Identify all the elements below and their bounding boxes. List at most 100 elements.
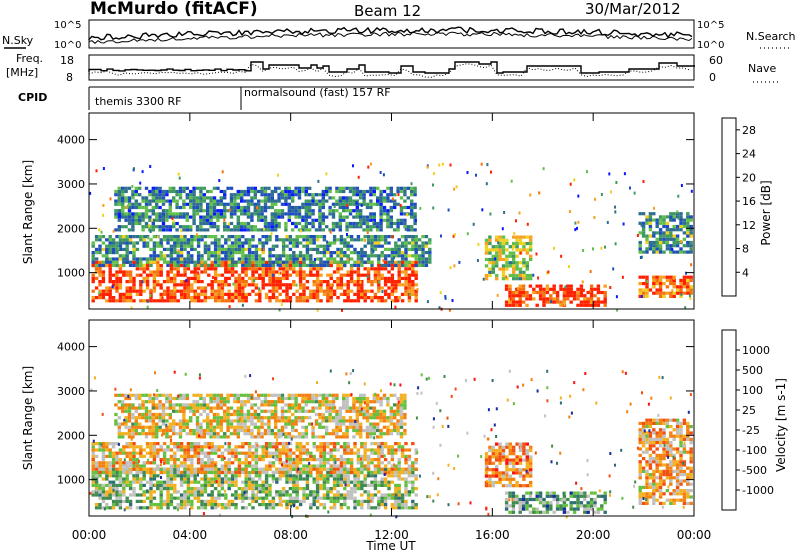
range-gate-cell	[387, 480, 391, 484]
range-gate-cell	[410, 193, 414, 197]
range-gate-cell	[251, 451, 255, 455]
range-gate-cell	[346, 493, 350, 497]
range-gate-cell	[397, 247, 401, 251]
scatter-cell	[564, 285, 567, 289]
range-gate-cell	[377, 467, 381, 471]
range-gate-cell	[292, 292, 296, 296]
range-gate-cell	[172, 425, 176, 429]
range-gate-cell	[268, 280, 272, 284]
range-gate-cell	[169, 235, 174, 239]
scatter-cell	[185, 279, 188, 283]
range-gate-cell	[203, 244, 208, 248]
range-gate-cell	[114, 393, 118, 397]
range-gate-cell	[111, 257, 116, 261]
range-gate-cell	[253, 228, 257, 232]
range-gate-cell	[148, 432, 152, 436]
range-gate-cell	[101, 451, 106, 455]
range-gate-cell	[318, 202, 322, 206]
range-gate-cell	[162, 483, 167, 487]
range-gate-cell	[484, 245, 489, 249]
range-gate-cell	[94, 487, 99, 491]
range-gate-cell	[105, 506, 109, 510]
range-gate-cell	[411, 273, 415, 277]
range-gate-cell	[230, 292, 235, 296]
scatter-cell	[397, 193, 400, 197]
range-gate-cell	[373, 292, 378, 296]
range-gate-cell	[638, 244, 642, 248]
range-gate-cell	[128, 442, 133, 446]
range-gate-cell	[111, 499, 116, 503]
range-gate-cell	[229, 221, 234, 226]
range-gate-cell	[166, 247, 170, 251]
range-gate-cell	[292, 251, 296, 255]
range-gate-cell	[195, 428, 200, 433]
range-gate-cell	[298, 267, 303, 271]
range-gate-cell	[525, 294, 529, 298]
range-gate-cell	[311, 225, 315, 229]
range-gate-cell	[689, 231, 693, 235]
range-gate-cell	[161, 218, 166, 222]
range-gate-cell	[149, 477, 153, 481]
range-gate-cell	[396, 221, 400, 226]
scatter-cell	[278, 272, 281, 276]
range-gate-cell	[237, 247, 242, 251]
range-gate-cell	[264, 267, 269, 271]
range-gate-cell	[111, 280, 116, 284]
range-gate-cell	[343, 442, 347, 446]
range-gate-cell	[403, 189, 407, 194]
range-gate-cell	[165, 396, 169, 401]
range-gate-cell	[281, 264, 286, 268]
range-gate-cell	[207, 493, 211, 497]
range-gate-cell	[665, 291, 670, 295]
range-gate-cell	[329, 506, 333, 510]
range-gate-cell	[159, 299, 163, 303]
range-gate-cell	[295, 499, 299, 503]
range-gate-cell	[124, 419, 128, 423]
range-gate-cell	[652, 231, 656, 235]
range-gate-cell	[142, 289, 146, 293]
range-gate-cell	[152, 260, 157, 264]
range-gate-cell	[115, 474, 119, 478]
range-gate-cell	[264, 451, 269, 455]
range-gate-cell	[151, 225, 155, 229]
range-gate-cell	[190, 464, 194, 468]
range-gate-cell	[305, 251, 310, 255]
range-gate-cell	[346, 448, 350, 452]
range-gate-cell	[274, 186, 278, 190]
range-gate-cell	[240, 221, 244, 226]
scatter-cell	[316, 308, 319, 312]
range-gate-cell	[145, 506, 150, 510]
range-gate-cell	[679, 250, 683, 254]
range-gate-cell	[400, 299, 405, 303]
range-gate-cell	[142, 506, 146, 510]
range-gate-cell	[345, 186, 349, 190]
range-gate-cell	[326, 286, 330, 290]
range-gate-cell	[200, 292, 204, 296]
range-gate-cell	[349, 496, 354, 500]
range-gate-cell	[128, 445, 133, 449]
range-gate-cell	[196, 454, 201, 458]
freq-unit-label: [MHz]	[6, 66, 38, 79]
range-gate-cell	[142, 448, 146, 452]
scatter-cell	[177, 172, 180, 176]
range-gate-cell	[304, 228, 308, 232]
range-gate-cell	[329, 496, 333, 500]
scatter-cell	[505, 275, 508, 279]
scatter-cell	[553, 246, 555, 250]
range-gate-cell	[270, 196, 274, 200]
range-gate-cell	[152, 270, 157, 274]
range-gate-cell	[139, 445, 143, 449]
scatter-cell	[680, 240, 683, 243]
range-gate-cell	[319, 461, 323, 465]
range-gate-cell	[185, 396, 189, 401]
range-gate-cell	[360, 260, 364, 264]
range-gate-cell	[247, 247, 252, 251]
range-gate-cell	[200, 451, 204, 455]
range-gate-cell	[377, 442, 381, 446]
scatter-cell	[518, 211, 521, 215]
range-gate-cell	[529, 235, 533, 239]
range-gate-cell	[369, 215, 373, 219]
range-gate-cell	[217, 448, 221, 452]
range-gate-cell	[125, 251, 129, 255]
range-gate-cell	[178, 425, 183, 429]
